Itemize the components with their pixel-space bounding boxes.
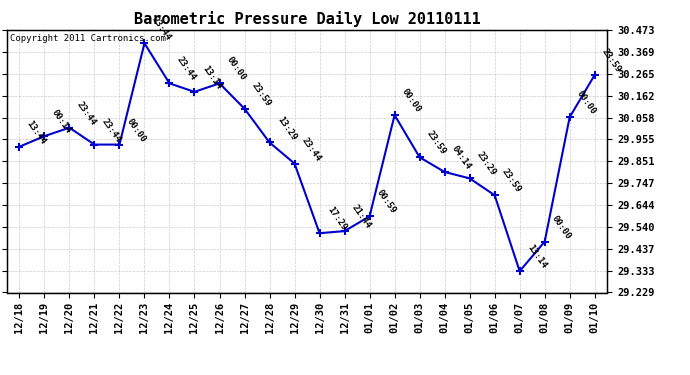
Text: 00:00: 00:00 — [400, 87, 423, 114]
Text: 00:00: 00:00 — [550, 214, 573, 241]
Text: 13:14: 13:14 — [200, 64, 223, 91]
Text: 21:44: 21:44 — [350, 203, 373, 230]
Text: 23:44: 23:44 — [175, 56, 198, 82]
Text: 13:29: 13:29 — [275, 114, 298, 142]
Text: 00:00: 00:00 — [125, 117, 148, 144]
Text: 00:00: 00:00 — [575, 89, 598, 116]
Title: Barometric Pressure Daily Low 20110111: Barometric Pressure Daily Low 20110111 — [134, 12, 480, 27]
Text: 23:59: 23:59 — [600, 47, 623, 74]
Text: 00:14: 00:14 — [50, 108, 72, 135]
Text: 23:59: 23:59 — [250, 81, 273, 108]
Text: 23:44: 23:44 — [100, 117, 123, 144]
Text: 23:59: 23:59 — [500, 167, 523, 195]
Text: Copyright 2011 Cartronics.com: Copyright 2011 Cartronics.com — [10, 34, 166, 43]
Text: 13:44: 13:44 — [25, 119, 48, 146]
Text: 23:44: 23:44 — [300, 136, 323, 163]
Text: 17:29: 17:29 — [325, 205, 348, 232]
Text: 23:44: 23:44 — [150, 15, 172, 42]
Text: 04:14: 04:14 — [450, 144, 473, 171]
Text: 23:29: 23:29 — [475, 150, 498, 178]
Text: 13:14: 13:14 — [525, 243, 548, 270]
Text: 23:59: 23:59 — [425, 129, 448, 156]
Text: 23:44: 23:44 — [75, 100, 98, 127]
Text: 00:59: 00:59 — [375, 188, 398, 216]
Text: 00:00: 00:00 — [225, 56, 248, 82]
